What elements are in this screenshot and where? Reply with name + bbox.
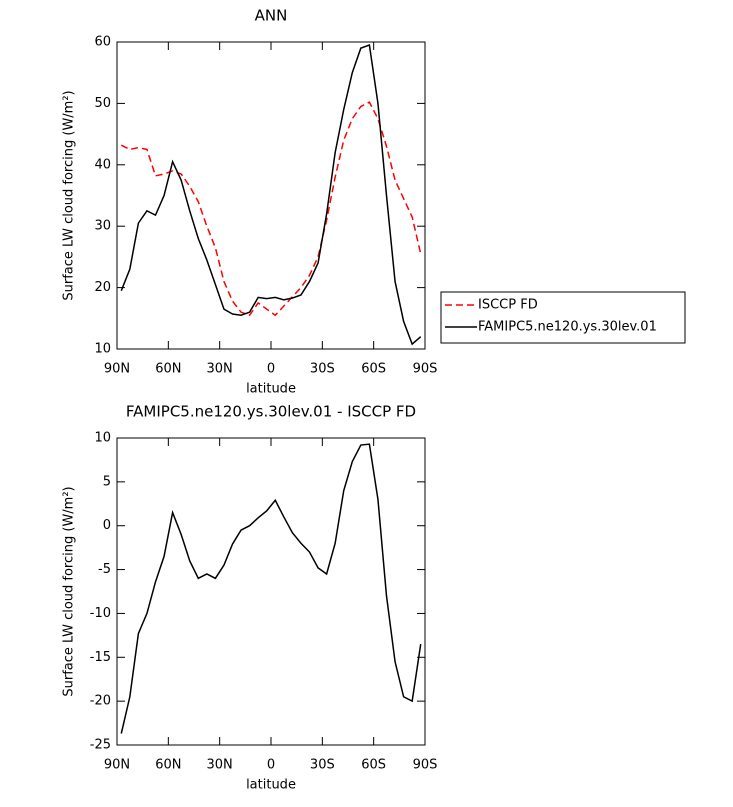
y-tick-label: -25 xyxy=(90,738,111,753)
y-tick-label: 10 xyxy=(94,431,111,446)
x-tick-label: 0 xyxy=(267,758,275,773)
y-tick-label: 0 xyxy=(103,518,111,533)
x-tick-label: 60S xyxy=(361,758,386,773)
chart-title: ANN xyxy=(255,7,288,25)
data-line xyxy=(120,44,422,346)
x-axis-label: latitude xyxy=(246,778,296,793)
x-tick-label: 30S xyxy=(310,362,335,377)
y-tick-label: -15 xyxy=(90,650,111,665)
x-tick-label: 90S xyxy=(413,362,438,377)
x-tick-label: 30S xyxy=(310,758,335,773)
x-tick-label: 90N xyxy=(104,758,130,773)
legend-label: FAMIPC5.ne120.ys.30lev.01 xyxy=(478,320,657,335)
legend-box xyxy=(440,291,686,344)
y-tick-label: 5 xyxy=(103,474,111,489)
x-axis-label: latitude xyxy=(246,382,296,397)
x-tick-label: 90N xyxy=(104,362,130,377)
legend-label: ISCCP FD xyxy=(478,298,538,313)
y-tick-label: 60 xyxy=(94,35,111,50)
y-tick-label: -20 xyxy=(90,694,111,709)
y-axis-label: Surface LW cloud forcing (W/m²) xyxy=(62,486,77,696)
x-tick-label: 60N xyxy=(155,758,181,773)
y-tick-label: 20 xyxy=(94,280,111,295)
x-tick-label: 60N xyxy=(155,362,181,377)
y-tick-label: 40 xyxy=(94,157,111,172)
x-tick-label: 60S xyxy=(361,362,386,377)
y-axis-label: Surface LW cloud forcing (W/m²) xyxy=(62,90,77,300)
x-tick-label: 30N xyxy=(207,758,233,773)
y-tick-label: 10 xyxy=(94,342,111,357)
x-tick-label: 30N xyxy=(207,362,233,377)
plot-frame xyxy=(116,41,426,350)
y-tick-label: 50 xyxy=(94,96,111,111)
chart-title: FAMIPC5.ne120.ys.30lev.01 - ISCCP FD xyxy=(126,403,416,421)
x-tick-label: 0 xyxy=(267,362,275,377)
y-tick-label: 30 xyxy=(94,219,111,234)
y-tick-label: -10 xyxy=(90,606,111,621)
data-line xyxy=(120,101,422,317)
data-line xyxy=(120,443,422,734)
y-tick-label: -5 xyxy=(98,562,111,577)
plot-frame xyxy=(116,437,426,746)
x-tick-label: 90S xyxy=(413,758,438,773)
